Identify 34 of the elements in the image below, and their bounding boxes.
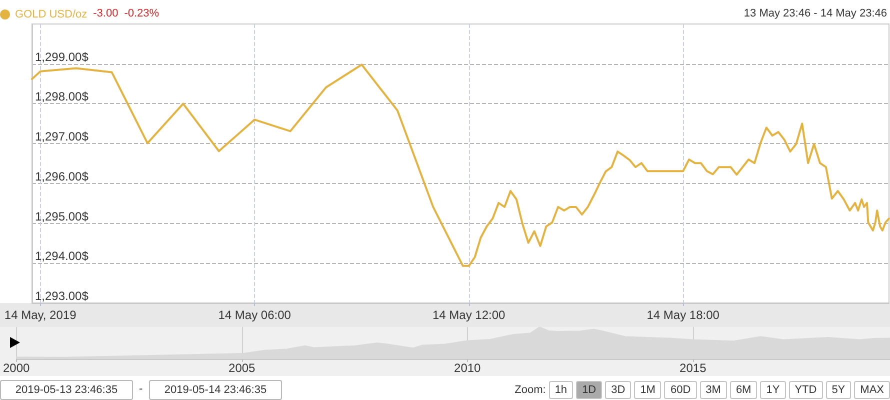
y-tick-label: 1,296.00$ <box>35 169 89 184</box>
date-field: 2019-05-14 23:46:35 <box>149 380 282 400</box>
x-tick-label: 14 May, 2019 <box>4 308 77 322</box>
y-tick-label: 1,297.00$ <box>35 130 89 144</box>
button: 1h <box>548 381 574 399</box>
x-tick-label: 14 May 06:00 <box>218 308 292 322</box>
button: YTD <box>788 381 823 399</box>
x-tick-label: 2000 <box>2 361 30 375</box>
button: 5Y <box>826 381 852 399</box>
y-tick-label: 1,294.00$ <box>35 249 89 264</box>
button: 60D <box>664 381 697 399</box>
button: 1M <box>634 381 662 399</box>
button: 3D <box>605 381 632 399</box>
text: - <box>139 383 143 395</box>
text: -3.00 <box>93 8 118 20</box>
button: 6M <box>730 381 758 399</box>
x-tick-label: 2010 <box>454 361 482 375</box>
y-tick-label: 1,298.00$ <box>35 90 89 104</box>
legend-label: GOLD USD/oz <box>15 8 88 20</box>
x-tick-label: 14 May 18:00 <box>646 308 720 322</box>
button: 1Y <box>760 381 786 399</box>
text: -0.23% <box>124 8 160 20</box>
x-tick-label: 2005 <box>228 361 256 375</box>
x-tick-label: 14 May 12:00 <box>432 308 506 322</box>
button: 1D <box>576 381 602 399</box>
date-field: 2019-05-13 23:46:35 <box>0 380 133 400</box>
text: 13 May 23:46 - 14 May 23:46 <box>744 8 888 20</box>
button: MAX <box>854 381 890 399</box>
y-tick-label: 1,293.00$ <box>35 289 89 303</box>
y-tick-label: 1,295.00$ <box>35 209 89 224</box>
button: 3M <box>700 381 727 399</box>
text: Zoom: <box>514 384 546 396</box>
y-tick-label: 1,299.00$ <box>35 50 89 64</box>
x-tick-label: 2015 <box>680 361 707 375</box>
